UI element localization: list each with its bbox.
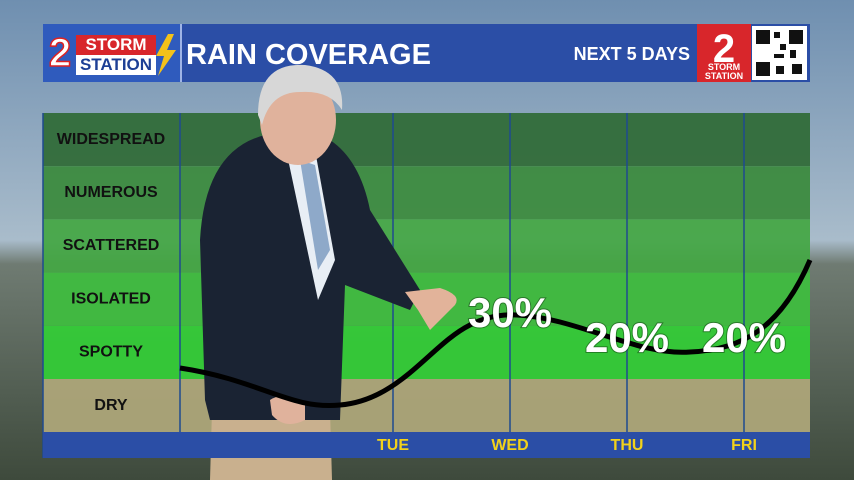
- presenter: [200, 64, 457, 480]
- level-label: SCATTERED: [63, 237, 160, 254]
- level-band: [43, 166, 810, 220]
- level-band: [43, 379, 810, 433]
- level-band: [43, 219, 810, 273]
- day-label: THU: [611, 437, 644, 454]
- qr-pattern: [756, 30, 803, 76]
- day-label: FRI: [731, 437, 757, 454]
- logo-line2: STATION: [80, 55, 152, 74]
- day-label: WED: [491, 437, 528, 454]
- coverage-label: 20%: [702, 314, 786, 361]
- level-label: SPOTTY: [79, 344, 143, 361]
- badge-number: 2: [713, 27, 735, 71]
- level-band: [43, 113, 810, 167]
- logo-bolt: [156, 34, 176, 76]
- logo-red: [76, 35, 156, 55]
- coverage-label: 20%: [585, 314, 669, 361]
- level-label: ISOLATED: [71, 290, 151, 307]
- day-bar: [43, 432, 810, 458]
- level-label: WIDESPREAD: [57, 131, 165, 148]
- badge-line2: STATION: [705, 71, 743, 81]
- logo-white: [76, 55, 156, 75]
- level-label: NUMEROUS: [64, 184, 158, 201]
- logo-number: 2: [49, 31, 71, 75]
- level-label: DRY: [94, 397, 128, 414]
- logo-line1: STORM: [85, 35, 146, 54]
- badge-line1: STORM: [708, 62, 740, 72]
- day-label: TUE: [377, 437, 409, 454]
- coverage-curve: [179, 259, 813, 409]
- coverage-label: 30%: [468, 289, 552, 336]
- subtitle: NEXT 5 DAYS: [574, 44, 690, 64]
- divider: [180, 24, 182, 82]
- badge: [697, 24, 751, 82]
